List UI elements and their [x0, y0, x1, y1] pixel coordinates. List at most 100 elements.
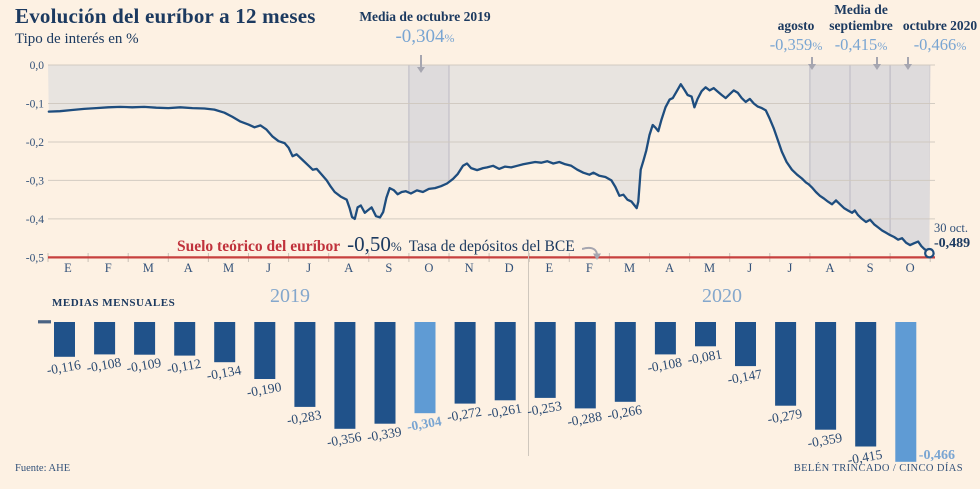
- year-divider-line: [528, 250, 529, 456]
- bar-value-label: -0,116: [45, 357, 82, 378]
- y-axis-tick-label: -0,1: [26, 99, 44, 111]
- bar-2020-4: [654, 322, 676, 355]
- annotation-media-de-header: Media de: [834, 2, 888, 17]
- bar-2020-1: [534, 322, 556, 398]
- monthly-means-title: MEDIAS MENSUALES: [52, 297, 176, 309]
- highlight-band: [809, 65, 850, 254]
- floor-description: Tasa de depósitos del BCE: [408, 238, 575, 255]
- bar-2020-9: [855, 322, 877, 447]
- bar-value-label: -0,288: [566, 409, 603, 430]
- bar-value-label: -0,339: [366, 424, 403, 445]
- down-arrow-icon: [417, 55, 425, 73]
- y-axis-tick-label: -0,3: [26, 175, 44, 187]
- annotation-septiembre-value: -0,415%: [834, 35, 888, 54]
- annotation-agosto-value: -0,359%: [769, 35, 823, 54]
- month-label: J: [266, 261, 271, 275]
- annotation-octubre-2020: octubre 2020 -0,466%: [893, 18, 980, 55]
- bar-value-label: -0,112: [166, 356, 202, 377]
- bar-2019-3: [134, 322, 156, 355]
- bar-2020-5: [695, 322, 716, 347]
- bar-value-label: -0,190: [246, 379, 283, 400]
- month-label: S: [385, 261, 392, 275]
- line-chart: 0,0 -0,1 -0,2 -0,3 -0,4 -0,5 E F M A M J J A S O N D E F M A M…: [26, 55, 935, 275]
- bar-value-label: -0,253: [526, 398, 563, 419]
- bar-2019-1: [54, 322, 75, 357]
- y-axis-tick-label: 0,0: [30, 60, 45, 72]
- bar-2020-6: [735, 322, 756, 367]
- bar-2019-10: [414, 322, 436, 414]
- bar-value-label: -0,466: [919, 448, 955, 463]
- highlight-band: [850, 65, 891, 254]
- month-label: E: [64, 261, 72, 275]
- area-fill: [48, 65, 931, 254]
- floor-label: Suelo teórico del euríbor: [177, 238, 341, 255]
- bar-2019-8: [334, 322, 356, 429]
- annotation-oct-2019: Media de octubre 2019 -0,304%: [330, 9, 520, 48]
- bar-2019-5: [214, 322, 236, 363]
- year-label-2019: 2019: [270, 285, 310, 307]
- month-label: J: [306, 261, 311, 275]
- annotation-oct-2019-value: -0,304%: [395, 26, 455, 47]
- month-label: N: [465, 261, 474, 275]
- bar-value-label: -0,261: [486, 400, 523, 421]
- bar-2019-7: [294, 322, 316, 407]
- month-label: A: [184, 261, 193, 275]
- highlight-band: [408, 65, 449, 254]
- month-label: O: [424, 261, 433, 275]
- bar-2019-12: [494, 322, 516, 401]
- floor-annotation: Suelo teórico del euríbor -0,50% Tasa de…: [177, 232, 602, 260]
- bar-value-label: -0,108: [85, 355, 122, 376]
- annotation-septiembre: septiembre -0,415%: [815, 18, 907, 55]
- month-label: M: [143, 261, 154, 275]
- bar-value-label: -0,266: [606, 402, 643, 423]
- down-arrow-icon: [873, 57, 881, 70]
- bar-2020-8: [815, 322, 837, 430]
- bar-value-label: -0,415: [846, 447, 883, 468]
- bar-value-label: -0,283: [286, 407, 323, 428]
- annotation-septiembre-label: septiembre: [829, 18, 893, 33]
- bar-value-label: -0,109: [125, 355, 162, 376]
- month-label: M: [704, 261, 715, 275]
- year-label-2020: 2020: [702, 285, 742, 307]
- bar-2019-4: [174, 322, 196, 356]
- down-arrow-icon: [904, 57, 912, 70]
- bar-2019-6: [254, 322, 276, 379]
- page-title: Evolución del euríbor a 12 meses: [15, 4, 316, 28]
- bar-value-label: -0,356: [326, 429, 363, 450]
- annotation-octubre-2020-label: octubre 2020: [902, 18, 978, 33]
- bar-value-label: -0,134: [205, 362, 242, 383]
- annotation-octubre-2020-value: -0,466%: [913, 35, 967, 54]
- last-point-date: 30 oct.: [934, 221, 969, 235]
- highlight-band: [890, 65, 931, 254]
- bar-value-label: -0,108: [646, 355, 683, 376]
- bar-2020-2: [574, 322, 596, 409]
- bar-2019-2: [94, 322, 116, 355]
- page-subtitle: Tipo de interés en %: [15, 31, 139, 47]
- month-label: F: [105, 261, 112, 275]
- euribor-line: [47, 83, 931, 255]
- floor-rate: -0,50%: [347, 232, 402, 256]
- month-label: F: [586, 261, 593, 275]
- annotation-agosto-label: agosto: [777, 18, 815, 33]
- month-label: A: [665, 261, 674, 275]
- y-axis-tick-label: -0,5: [26, 252, 44, 264]
- bar-value-label: -0,304: [406, 413, 443, 434]
- month-label: S: [867, 261, 874, 275]
- curve-down-arrow-icon: [581, 245, 602, 262]
- month-label: A: [825, 261, 834, 275]
- source-credit: Fuente: AHE: [15, 463, 71, 474]
- down-arrow-icon: [808, 57, 816, 70]
- bar-2020-3: [614, 322, 636, 402]
- bar-value-label: -0,147: [726, 366, 763, 387]
- annotation-agosto: agosto -0,359%: [752, 18, 840, 55]
- y-axis-tick-label: -0,4: [26, 214, 44, 226]
- last-point-value: -0,489: [934, 236, 971, 251]
- annotation-oct-2019-label: Media de octubre 2019: [359, 9, 491, 24]
- bar-2020-10: [895, 322, 917, 462]
- bar-2019-9: [374, 322, 396, 424]
- month-label: J: [747, 261, 752, 275]
- last-point-marker: [924, 247, 935, 259]
- bar-value-label: -0,272: [446, 404, 483, 425]
- month-label: D: [505, 261, 514, 275]
